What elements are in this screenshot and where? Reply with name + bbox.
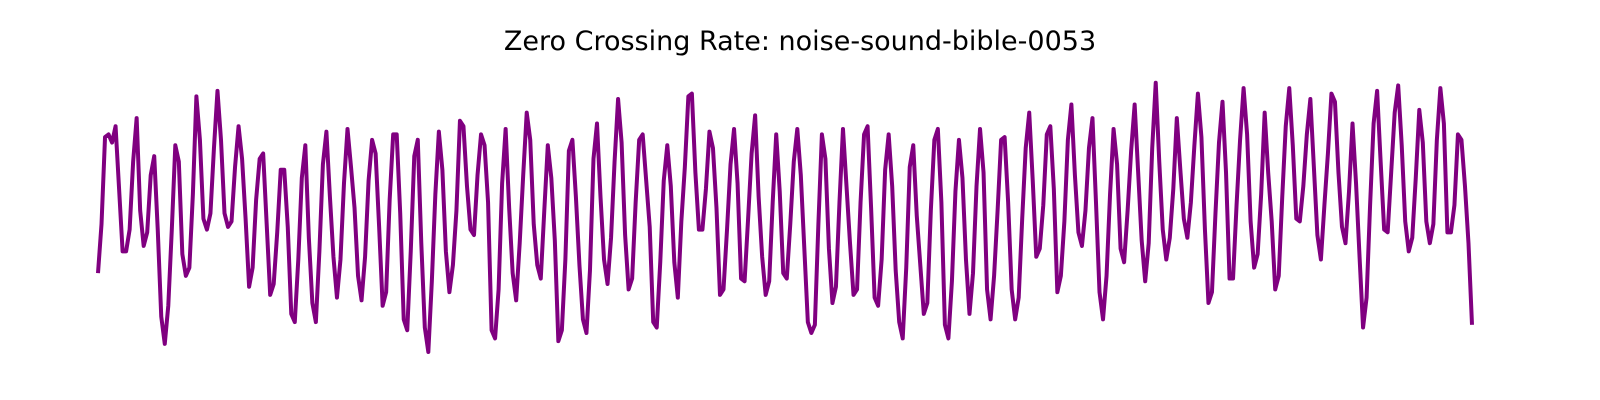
series-layer bbox=[96, 80, 1474, 354]
chart-title: Zero Crossing Rate: noise-sound-bible-00… bbox=[503, 26, 1097, 57]
series-line-0 bbox=[96, 80, 1474, 354]
